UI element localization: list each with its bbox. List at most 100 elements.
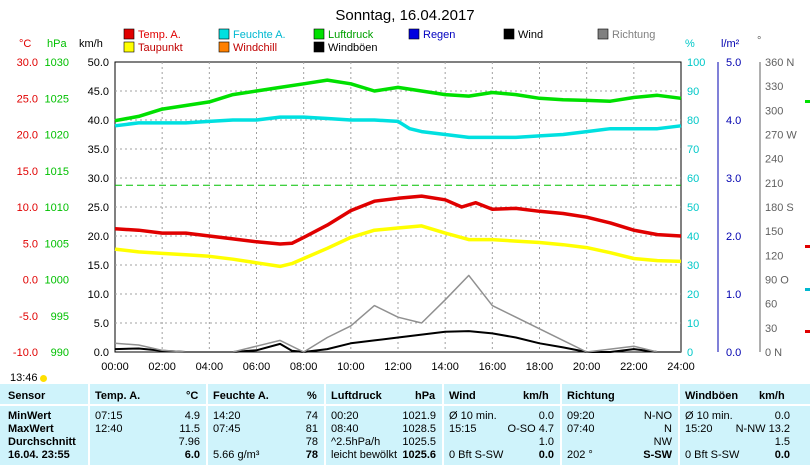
rain-tick-label: 2.0	[726, 231, 741, 243]
x-tick-label: 08:00	[290, 361, 318, 373]
hum-tick-label: 50	[687, 202, 699, 214]
temp-tick-label: 0.0	[23, 275, 38, 287]
table-cell: 81	[305, 423, 318, 435]
dir-tick-label: 60	[765, 299, 777, 311]
rain-tick-label: 1.0	[726, 289, 741, 301]
table-cell: 1025.5	[402, 436, 436, 448]
table-cell: 1.0	[538, 436, 554, 448]
table-cell: 0.0	[774, 449, 790, 461]
x-tick-label: 18:00	[526, 361, 554, 373]
table-cell: 14:20	[213, 410, 241, 422]
header-hum: Feuchte A.	[213, 390, 269, 402]
x-tick-label: 04:00	[196, 361, 224, 373]
header-wind: Wind	[449, 390, 476, 402]
table-cell: 0 Bft S-SW	[449, 449, 504, 461]
legend-swatch	[408, 28, 420, 40]
table-cell: 00:20	[331, 410, 359, 422]
legend-swatch	[503, 28, 515, 40]
dir-unit-label: °	[757, 35, 761, 47]
table-cell: 0.0	[774, 410, 790, 422]
table-cell: 07:45	[213, 423, 241, 435]
series-line	[114, 194, 682, 246]
table-cell: 1025.6	[402, 449, 436, 461]
press-tick-label: 990	[51, 347, 69, 359]
wind-tick-label: 30.0	[88, 173, 109, 185]
table-cell: 07:15	[95, 410, 123, 422]
series-line	[114, 115, 682, 140]
wind-tick-label: 45.0	[88, 86, 109, 98]
press-tick-label: 1015	[45, 166, 69, 178]
table-row-label: MaxWert	[8, 423, 54, 435]
wind-tick-label: 5.0	[94, 318, 109, 330]
temp-tick-label: 15.0	[17, 166, 38, 178]
table-cell: 1.5	[774, 436, 790, 448]
x-tick-label: 14:00	[431, 361, 459, 373]
column-divider	[88, 384, 90, 465]
x-tick-label: 20:00	[573, 361, 601, 373]
table-cell: 202 °	[567, 449, 593, 461]
legend-label: Taupunkt	[138, 42, 183, 54]
x-tick-label: 02:00	[148, 361, 176, 373]
wind-tick-label: 15.0	[88, 260, 109, 272]
chart-legend: Temp. A. Feuchte A. Luftdruck Regen Wind Rich…	[123, 28, 655, 54]
hum-unit-label: %	[685, 38, 695, 50]
legend-swatch	[123, 28, 135, 40]
rain-unit-label: l/m²	[721, 38, 740, 50]
chart-title: Sonntag, 16.04.2017	[335, 7, 474, 24]
table-row-label: Durchschnitt	[8, 436, 76, 448]
table-row-label: MinWert	[8, 410, 52, 422]
edge-marker	[805, 330, 810, 333]
temp-tick-label: 10.0	[17, 202, 38, 214]
legend-label: Feuchte A.	[233, 29, 286, 41]
table-cell: 0.0	[538, 410, 554, 422]
legend-label: Wind	[518, 29, 543, 41]
temp-tick-label: 25.0	[17, 93, 38, 105]
hum-tick-label: 60	[687, 173, 699, 185]
wind-tick-label: 35.0	[88, 144, 109, 156]
dir-tick-label: 30	[765, 323, 777, 335]
press-tick-label: 1030	[45, 57, 69, 69]
table-cell: 6.0	[184, 449, 200, 461]
table-cell: Ø 10 min.	[449, 410, 497, 422]
temp-tick-label: 30.0	[17, 57, 38, 69]
table-cell: 07:40	[567, 423, 595, 435]
dir-tick-label: 330	[765, 81, 783, 93]
table-cell: 1021.9	[402, 410, 436, 422]
x-tick-label: 00:00	[101, 361, 129, 373]
temp-tick-label: -5.0	[19, 311, 38, 323]
rain-tick-label: 4.0	[726, 115, 741, 127]
wind-tick-label: 10.0	[88, 289, 109, 301]
table-cell: 15:15	[449, 423, 477, 435]
column-divider	[560, 384, 562, 465]
legend-swatch	[597, 28, 609, 40]
table-cell: 0.0	[538, 449, 554, 461]
legend-label: Temp. A.	[138, 29, 181, 41]
table-cell: 5.66 g/m³	[213, 449, 260, 461]
table-cell: N-NO	[643, 410, 672, 422]
header-gust-unit: km/h	[759, 390, 785, 402]
wind-tick-label: 0.0	[94, 347, 109, 359]
header-temp: Temp. A.	[95, 390, 141, 402]
dir-tick-label: 180 S	[765, 202, 794, 214]
press-tick-label: 995	[51, 311, 69, 323]
dir-tick-label: 360 N	[765, 57, 794, 69]
dir-tick-label: 90 O	[765, 275, 789, 287]
press-tick-label: 1020	[45, 130, 69, 142]
x-tick-label: 24:00	[667, 361, 695, 373]
header-hum-unit: %	[307, 390, 317, 402]
legend-label: Richtung	[612, 29, 655, 41]
hum-tick-label: 100	[687, 57, 705, 69]
table-cell: N-NW 13.2	[735, 423, 790, 435]
column-divider	[678, 384, 680, 465]
dir-tick-label: 120	[765, 250, 783, 262]
hum-tick-label: 30	[687, 260, 699, 272]
table-cell: NW	[653, 436, 672, 448]
rain-tick-label: 0.0	[726, 347, 741, 359]
temp-tick-label: 5.0	[23, 238, 38, 250]
sunrise-marker	[40, 375, 47, 382]
plot-area	[114, 61, 682, 353]
rain-tick-label: 3.0	[726, 173, 741, 185]
edge-marker	[805, 100, 810, 103]
legend-swatch	[313, 28, 325, 40]
table-cell: 74	[305, 410, 318, 422]
